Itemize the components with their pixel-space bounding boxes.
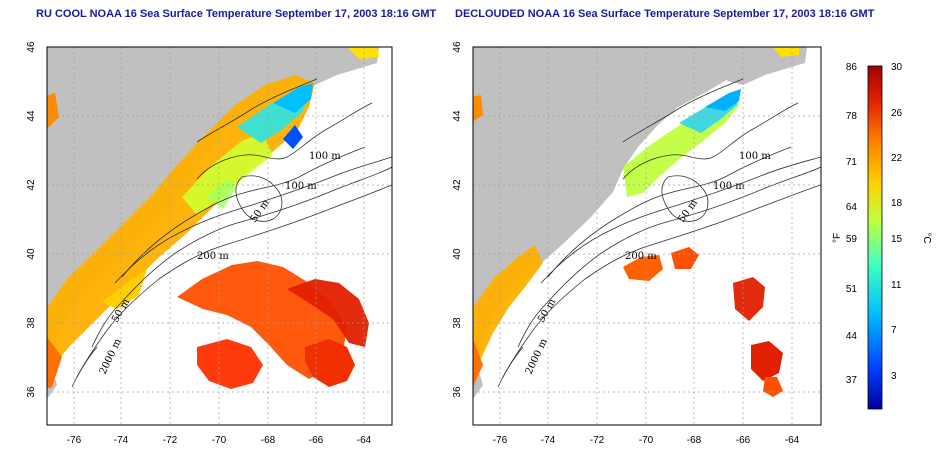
left-x-tick: -66 <box>309 435 324 446</box>
colorbar-f-tick: 71 <box>846 157 858 168</box>
right-y-tick: 42 <box>452 179 463 191</box>
right-x-tick: -68 <box>687 435 702 446</box>
left-y-tick: 38 <box>26 317 37 329</box>
right-x-tick: -76 <box>493 435 508 446</box>
left-y-axis-ticks: 46 44 42 40 38 36 <box>26 41 37 398</box>
colorbar-f-tick: 78 <box>846 111 858 122</box>
colorbar-unit-celsius: °C <box>921 232 932 243</box>
right-contour-label-100m-a: 100 m <box>739 151 771 162</box>
left-y-tick: 42 <box>26 179 37 191</box>
left-x-tick: -64 <box>357 435 372 446</box>
right-x-tick: -72 <box>590 435 605 446</box>
left-gridlines <box>47 47 392 425</box>
left-map: 100 m 100 m 50 m 200 m 50 m 2000 m <box>26 41 393 446</box>
left-y-tick: 46 <box>26 41 37 53</box>
left-x-tick: -72 <box>163 435 178 446</box>
left-y-tick: 44 <box>26 110 37 122</box>
colorbar-f-tick: 51 <box>846 284 858 295</box>
right-x-tick: -66 <box>736 435 751 446</box>
colorbar-f-tick: 86 <box>846 62 858 73</box>
right-contour-label-200m: 200 m <box>625 251 657 262</box>
left-x-tick: -76 <box>67 435 82 446</box>
right-y-tick: 46 <box>452 41 463 53</box>
left-contour-label-100m-b: 100 m <box>285 181 317 192</box>
colorbar-c-tick: 18 <box>891 198 903 209</box>
left-bathymetry-contours <box>71 78 392 388</box>
left-x-tick: -68 <box>261 435 276 446</box>
colorbar-c-tick: 22 <box>891 153 903 164</box>
colorbar-c-tick: 15 <box>891 234 903 245</box>
colorbar-fahrenheit-ticks: 86 78 71 64 59 51 44 37 <box>846 62 858 386</box>
colorbar-c-tick: 11 <box>891 280 902 291</box>
right-contour-label-100m-b: 100 m <box>713 181 745 192</box>
right-x-axis-ticks: -76 -74 -72 -70 -68 -66 -64 <box>493 435 800 446</box>
right-x-tick: -70 <box>639 435 654 446</box>
colorbar-gradient <box>867 65 883 410</box>
colorbar-f-tick: 64 <box>846 202 858 213</box>
left-map-title: RU COOL NOAA 16 Sea Surface Temperature … <box>36 8 437 20</box>
right-map: 100 m 100 m 50 m 200 m 50 m 2000 m <box>452 41 822 446</box>
right-y-tick: 36 <box>452 386 463 398</box>
colorbar-celsius-ticks: 30 26 22 18 15 11 7 3 <box>891 62 903 382</box>
colorbar-f-tick: 59 <box>846 234 858 245</box>
left-map-frame <box>46 46 393 426</box>
right-x-tick: -74 <box>541 435 556 446</box>
left-x-axis-ticks: -76 -74 -72 -70 -68 -66 -64 <box>67 435 372 446</box>
right-y-tick: 40 <box>452 248 463 260</box>
colorbar-c-tick: 3 <box>891 371 897 382</box>
colorbar-c-tick: 30 <box>891 62 903 73</box>
right-x-tick: -64 <box>785 435 800 446</box>
colorbar-c-tick: 7 <box>891 325 897 336</box>
right-y-axis-ticks: 46 44 42 40 38 36 <box>452 41 463 398</box>
left-x-tick: -70 <box>212 435 227 446</box>
left-contour-label-100m-a: 100 m <box>309 151 341 162</box>
left-contour-label-200m: 200 m <box>197 251 229 262</box>
right-y-tick: 38 <box>452 317 463 329</box>
right-map-title: DECLOUDED NOAA 16 Sea Surface Temperatur… <box>455 8 875 20</box>
colorbar-f-tick: 37 <box>846 375 858 386</box>
colorbar-f-tick: 44 <box>846 331 858 342</box>
left-x-tick: -74 <box>114 435 129 446</box>
right-bathymetry-contours <box>497 78 821 388</box>
colorbar-c-tick: 26 <box>891 108 903 119</box>
left-y-tick: 36 <box>26 386 37 398</box>
left-y-tick: 40 <box>26 248 37 260</box>
colorbar: °F °C 86 78 71 64 59 51 44 37 30 26 22 1… <box>832 62 932 410</box>
colorbar-unit-fahrenheit: °F <box>832 233 843 243</box>
right-gridlines <box>473 47 821 425</box>
right-y-tick: 44 <box>452 110 463 122</box>
right-map-frame <box>472 46 822 426</box>
